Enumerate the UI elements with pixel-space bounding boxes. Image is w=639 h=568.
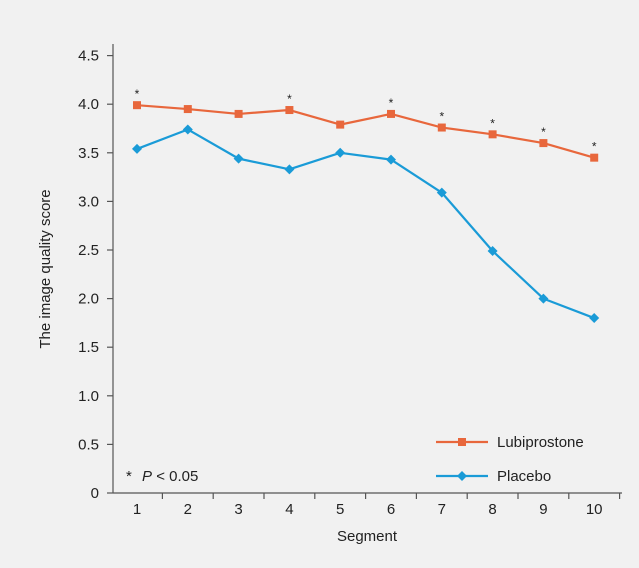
data-point-placebo <box>182 124 193 135</box>
x-tick-label: 9 <box>539 501 547 518</box>
data-point-lubiprostone <box>234 109 243 118</box>
legend-marker-lubiprostone <box>458 438 466 446</box>
data-point-lubiprostone <box>285 106 294 115</box>
x-tick-label: 7 <box>438 501 446 518</box>
y-tick-label: 0 <box>91 485 99 502</box>
y-tick-label: 1.5 <box>78 339 99 356</box>
significance-note-p: P <box>142 468 152 485</box>
y-tick-label: 3.0 <box>78 193 99 210</box>
x-tick-label: 3 <box>234 501 242 518</box>
legend-label-lubiprostone: Lubiprostone <box>497 434 584 451</box>
series-lubiprostone <box>133 101 599 162</box>
y-tick-label: 3.5 <box>78 145 99 162</box>
y-tick-label: 1.0 <box>78 388 99 405</box>
significance-markers: * * * * * * * <box>135 87 597 153</box>
x-tick-label: 1 <box>133 501 141 518</box>
data-point-placebo <box>335 147 346 158</box>
y-axis-title: The image quality score <box>37 189 54 348</box>
x-tick-label: 10 <box>586 501 603 518</box>
data-point-placebo <box>436 187 447 198</box>
axes <box>112 44 622 494</box>
data-point-placebo <box>589 313 600 324</box>
y-tick-label: 0.5 <box>78 436 99 453</box>
legend-label-placebo: Placebo <box>497 468 551 485</box>
x-tick-label: 8 <box>488 501 496 518</box>
data-point-lubiprostone <box>387 109 395 118</box>
series-line-placebo <box>136 128 595 320</box>
legend-marker-placebo <box>457 471 467 481</box>
significance-note-threshold: < 0.05 <box>156 468 198 485</box>
significance-star: * <box>389 96 394 110</box>
y-tick-label: 4.0 <box>78 96 99 113</box>
significance-star: * <box>439 110 444 124</box>
x-tick-label: 4 <box>285 501 293 518</box>
x-tick-labels: 1 2 3 4 5 6 7 8 9 10 <box>133 493 621 518</box>
x-tick-label: 2 <box>184 501 192 518</box>
series-layer <box>132 101 600 324</box>
legend-item-placebo: Placebo <box>436 468 551 485</box>
significance-star: * <box>287 92 292 106</box>
data-point-placebo <box>132 143 142 154</box>
y-tick-label: 2.5 <box>78 242 99 259</box>
series-placebo <box>132 124 600 324</box>
data-point-placebo <box>233 153 244 164</box>
significance-note: * P < 0.05 <box>126 468 198 485</box>
data-point-lubiprostone <box>488 130 497 139</box>
y-tick-label: 4.5 <box>78 48 99 65</box>
data-point-lubiprostone <box>539 139 548 148</box>
x-tick-label: 5 <box>336 501 344 518</box>
legend: Lubiprostone Placebo <box>436 434 584 485</box>
series-line-lubiprostone <box>136 104 595 159</box>
x-tick-label: 6 <box>387 501 395 518</box>
legend-item-lubiprostone: Lubiprostone <box>436 434 584 451</box>
data-point-lubiprostone <box>590 153 599 162</box>
data-point-placebo <box>487 245 498 256</box>
significance-star: * <box>135 87 140 101</box>
significance-star: * <box>490 116 495 130</box>
data-point-lubiprostone <box>336 120 345 129</box>
x-axis-title: Segment <box>337 528 398 545</box>
data-point-placebo <box>284 164 295 175</box>
y-tick-label: 2.0 <box>78 291 99 308</box>
y-tick-labels: 0 0.5 1.0 1.5 2.0 2.5 3.0 3.5 4.0 4.5 <box>78 48 113 502</box>
significance-note-symbol: * <box>126 468 132 485</box>
data-point-placebo <box>538 293 549 304</box>
data-point-lubiprostone <box>183 105 192 114</box>
data-point-lubiprostone <box>133 101 141 110</box>
data-point-placebo <box>386 154 396 165</box>
data-point-lubiprostone <box>437 123 446 132</box>
significance-star: * <box>541 125 546 139</box>
significance-star: * <box>592 140 597 154</box>
